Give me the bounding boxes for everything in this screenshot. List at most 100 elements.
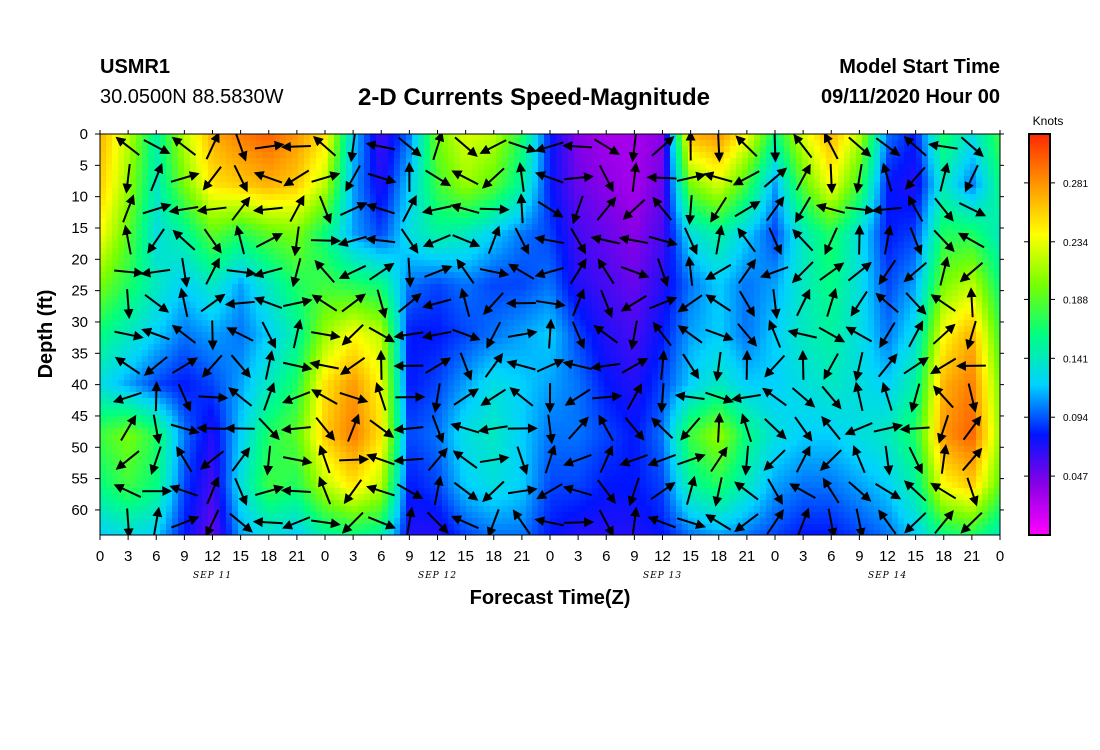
heatmap-cell — [352, 290, 359, 297]
heatmap-cell — [418, 140, 425, 147]
heatmap-cell — [454, 416, 461, 423]
heatmap-cell — [364, 152, 371, 159]
heatmap-cell — [256, 344, 263, 351]
heatmap-cell — [178, 416, 185, 423]
heatmap-cell — [370, 248, 377, 255]
heatmap-cell — [448, 284, 455, 291]
heatmap-cell — [490, 152, 497, 159]
heatmap-cell — [106, 530, 113, 535]
heatmap-cell — [472, 206, 479, 213]
heatmap-cell — [112, 224, 119, 231]
heatmap-cell — [388, 464, 395, 471]
heatmap-cell — [226, 212, 233, 219]
heatmap-cell — [538, 476, 545, 483]
heatmap-cell — [508, 236, 515, 243]
heatmap-cell — [478, 218, 485, 225]
heatmap-cell — [112, 476, 119, 483]
heatmap-cell — [292, 134, 299, 141]
heatmap-cell — [466, 290, 473, 297]
heatmap-cell — [376, 422, 383, 429]
heatmap-cell — [256, 152, 263, 159]
heatmap-cell — [160, 332, 167, 339]
heatmap-cell — [514, 278, 521, 285]
heatmap-cell — [226, 440, 233, 447]
heatmap-cell — [238, 476, 245, 483]
heatmap-cell — [148, 158, 155, 165]
heatmap-cell — [490, 224, 497, 231]
heatmap-cell — [544, 218, 551, 225]
heatmap-cell — [514, 260, 521, 267]
heatmap-cell — [148, 416, 155, 423]
heatmap-cell — [196, 314, 203, 321]
heatmap-cell — [232, 470, 239, 477]
heatmap-cell — [148, 224, 155, 231]
heatmap-cell — [460, 374, 467, 381]
heatmap-cell — [142, 254, 149, 261]
heatmap-cell — [244, 512, 251, 519]
heatmap-cell — [340, 260, 347, 267]
heatmap-cell — [376, 512, 383, 519]
heatmap-cell — [232, 374, 239, 381]
heatmap-cell — [382, 410, 389, 417]
heatmap-cell — [238, 410, 245, 417]
heatmap-cell — [280, 152, 287, 159]
heatmap-cell — [484, 296, 491, 303]
heatmap-cell — [328, 242, 335, 249]
heatmap-cell — [274, 218, 281, 225]
heatmap-cell — [376, 392, 383, 399]
heatmap-cell — [298, 170, 305, 177]
heatmap-cell — [448, 272, 455, 279]
heatmap-cell — [520, 398, 527, 405]
heatmap-cell — [340, 284, 347, 291]
heatmap-cell — [226, 182, 233, 189]
heatmap-cell — [310, 452, 317, 459]
heatmap-cell — [118, 236, 125, 243]
heatmap-cell — [490, 386, 497, 393]
heatmap-cell — [346, 248, 353, 255]
heatmap-cell — [484, 392, 491, 399]
heatmap-cell — [436, 422, 443, 429]
heatmap-cell — [154, 482, 161, 489]
heatmap-cell — [502, 506, 509, 513]
heatmap-cell — [286, 308, 293, 315]
heatmap-cell — [364, 320, 371, 327]
heatmap-cell — [460, 182, 467, 189]
heatmap-cell — [148, 152, 155, 159]
heatmap-cell — [214, 380, 221, 387]
heatmap-cell — [172, 410, 179, 417]
heatmap-cell — [358, 140, 365, 147]
heatmap-cell — [370, 272, 377, 279]
heatmap-cell — [412, 254, 419, 261]
heatmap-cell — [172, 356, 179, 363]
heatmap-cell — [298, 230, 305, 237]
heatmap-cell — [322, 302, 329, 309]
heatmap-cell — [130, 506, 137, 513]
heatmap-cell — [238, 374, 245, 381]
heatmap-cell — [472, 170, 479, 177]
heatmap-cell — [154, 404, 161, 411]
heatmap-cell — [280, 506, 287, 513]
heatmap-cell — [142, 482, 149, 489]
heatmap-cell — [100, 266, 107, 273]
heatmap-cell — [214, 224, 221, 231]
heatmap-cell — [382, 416, 389, 423]
heatmap-cell — [340, 404, 347, 411]
heatmap-cell — [466, 338, 473, 345]
heatmap-cell — [520, 512, 527, 519]
heatmap-cell — [466, 164, 473, 171]
heatmap-cell — [292, 344, 299, 351]
heatmap-cell — [232, 488, 239, 495]
heatmap-cell — [142, 188, 149, 195]
heatmap-cell — [328, 164, 335, 171]
heatmap-cell — [334, 194, 341, 201]
heatmap-cell — [310, 386, 317, 393]
heatmap-cell — [280, 338, 287, 345]
heatmap-cell — [238, 422, 245, 429]
heatmap-cell — [274, 200, 281, 207]
heatmap-cell — [226, 272, 233, 279]
heatmap-cell — [472, 398, 479, 405]
heatmap-cell — [298, 272, 305, 279]
heatmap-cell — [196, 380, 203, 387]
heatmap-cell — [286, 236, 293, 243]
heatmap-cell — [220, 338, 227, 345]
